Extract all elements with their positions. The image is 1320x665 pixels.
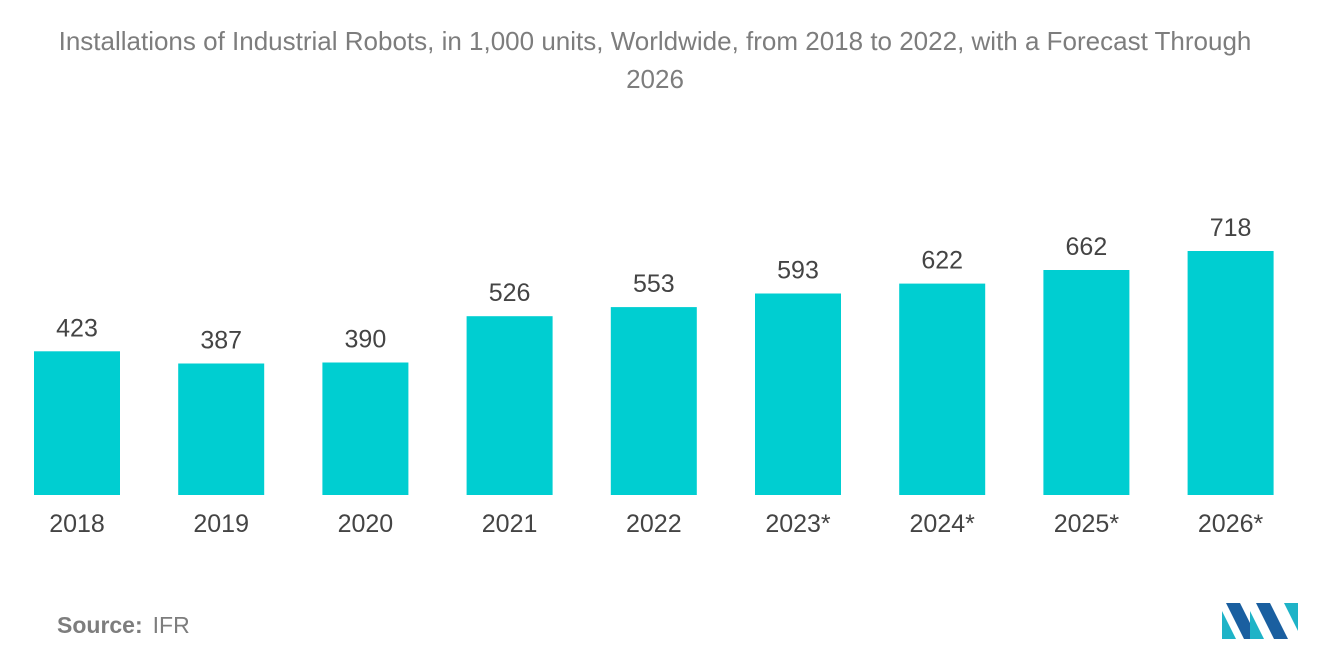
- x-tick-label-2019: 2019: [193, 510, 249, 538]
- source-value: IFR: [152, 612, 190, 638]
- bars-group: [34, 251, 1274, 495]
- x-tick-label-2024-forecast: 2024*: [910, 510, 976, 538]
- value-label-2024-forecast: 622: [921, 247, 963, 275]
- bar-2024-forecast: [899, 283, 986, 495]
- x-tick-label-2026-forecast: 2026*: [1198, 510, 1264, 538]
- bar-2026-forecast: [1187, 251, 1274, 495]
- x-axis-tick-labels: 2018 2019 2020 2021 2022 2023* 2024* 2025* 2026*: [49, 510, 1263, 538]
- bar-2019: [178, 363, 265, 495]
- chart-title: Installations of Industrial Robots, in 1…: [58, 26, 1252, 94]
- source-note: Source: IFR: [57, 612, 190, 639]
- value-label-2020: 390: [345, 326, 387, 354]
- value-label-2018: 423: [56, 314, 98, 342]
- mordor-intelligence-logo-icon: [1222, 603, 1298, 639]
- bar-2025-forecast: [1043, 270, 1130, 495]
- value-label-2026-forecast: 718: [1210, 214, 1252, 242]
- value-label-2022: 553: [633, 270, 675, 298]
- value-label-2021: 526: [489, 279, 531, 307]
- x-tick-label-2022: 2022: [626, 510, 682, 538]
- x-tick-label-2023-forecast: 2023*: [765, 510, 831, 538]
- bar-2020: [322, 362, 409, 495]
- bar-2022: [610, 307, 697, 495]
- bar-2018: [34, 351, 120, 495]
- x-tick-label-2021: 2021: [482, 510, 538, 538]
- source-label: Source:: [57, 612, 143, 638]
- value-label-2023-forecast: 593: [777, 257, 819, 285]
- x-tick-label-2025-forecast: 2025*: [1054, 510, 1120, 538]
- x-tick-label-2018: 2018: [49, 510, 105, 538]
- value-labels-group: 423 387 390 526 553 593 622 662 718: [56, 214, 1251, 355]
- x-tick-label-2020: 2020: [338, 510, 394, 538]
- value-label-2025-forecast: 662: [1066, 233, 1108, 261]
- bar-2021: [466, 316, 553, 495]
- bar-2023-forecast: [755, 293, 841, 495]
- value-label-2019: 387: [200, 327, 242, 355]
